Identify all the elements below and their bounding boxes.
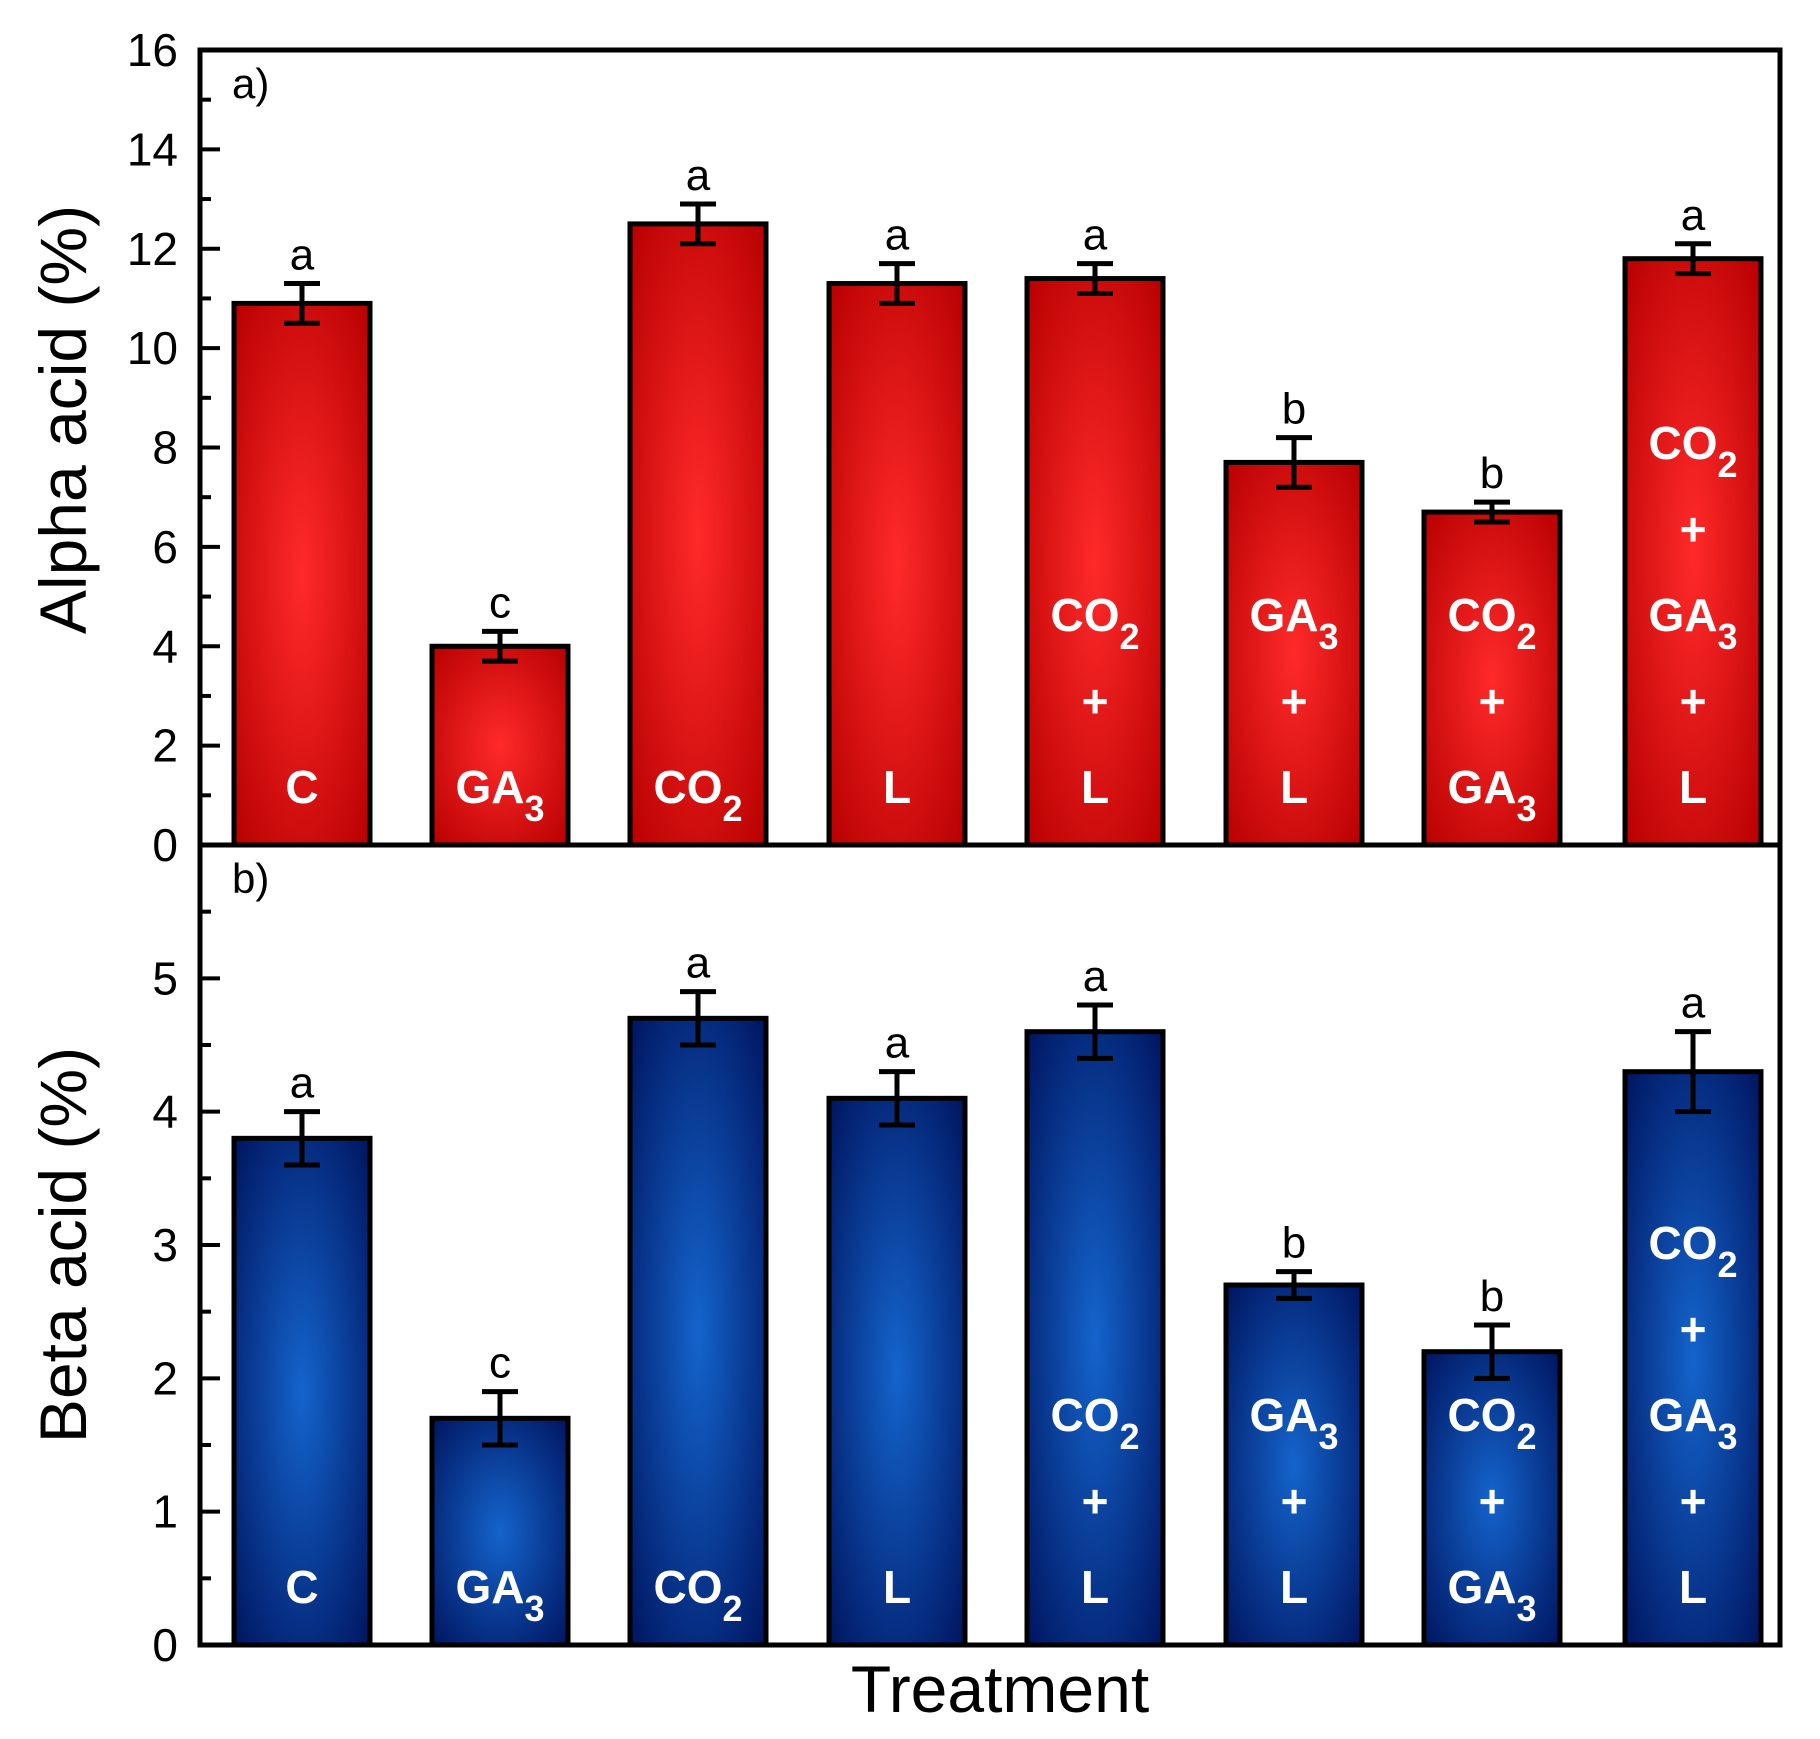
y-tick-label: 16 [127, 24, 178, 76]
significance-letter: a [1083, 952, 1108, 1001]
bar-treatment-label: + [1082, 675, 1109, 727]
bar-treatment-label: + [1281, 1475, 1308, 1527]
bar [1622, 256, 1764, 848]
bar-treatment-label: + [1479, 675, 1506, 727]
y-tick-label: 6 [152, 521, 178, 573]
subscript: 3 [1717, 1416, 1737, 1457]
bar [1421, 509, 1563, 848]
significance-letter: a [885, 211, 910, 260]
bar-treatment-label: L [1679, 1561, 1707, 1613]
subscript: 2 [722, 1588, 742, 1629]
y-tick-label: 0 [152, 819, 178, 871]
bar [429, 643, 571, 848]
y-tick-label: 10 [127, 322, 178, 374]
significance-letter: a [885, 1019, 910, 1068]
significance-letter: b [1480, 1272, 1504, 1321]
significance-letter: a [686, 939, 711, 988]
x-axis-title: Treatment [851, 1652, 1149, 1726]
bar-treatment-label: L [1280, 1561, 1308, 1613]
subscript: 3 [1318, 616, 1338, 657]
subscript: 2 [1516, 1416, 1536, 1457]
subscript: 3 [1318, 1416, 1338, 1457]
bar-treatment-label: + [1680, 1475, 1707, 1527]
subscript: 3 [524, 1588, 544, 1629]
subscript: 2 [1516, 616, 1536, 657]
bar [231, 1135, 373, 1648]
significance-letter: b [1282, 385, 1306, 434]
y-tick-label: 3 [152, 1219, 178, 1271]
subscript: 3 [1516, 788, 1536, 829]
bar [1223, 1282, 1365, 1648]
bar-treatment-label: + [1082, 1475, 1109, 1527]
panel-label: a) [232, 60, 269, 107]
significance-letter: c [489, 578, 511, 627]
bar-treatment-label: L [883, 761, 911, 813]
y-tick-label: 1 [152, 1486, 178, 1538]
subscript: 2 [1717, 444, 1737, 485]
significance-letter: a [1681, 191, 1706, 240]
significance-letter: a [290, 231, 315, 280]
significance-letter: c [489, 1339, 511, 1388]
bar-treatment-label: + [1680, 503, 1707, 555]
bar-treatment-label: + [1281, 675, 1308, 727]
bar-treatment-label: L [1280, 761, 1308, 813]
y-tick-label: 4 [152, 1086, 178, 1138]
bar [826, 1095, 968, 1648]
bar [1024, 1029, 1166, 1648]
subscript: 2 [722, 788, 742, 829]
y-axis-title: Alpha acid (%) [26, 205, 100, 634]
bar [231, 300, 373, 848]
bar-treatment-label: + [1479, 1475, 1506, 1527]
bar [627, 221, 769, 848]
y-tick-label: 4 [152, 620, 178, 672]
y-tick-label: 0 [152, 1619, 178, 1671]
bar-treatment-label: L [1081, 761, 1109, 813]
y-axis-title: Beta acid (%) [26, 1047, 100, 1443]
bar-treatment-label: C [285, 1561, 318, 1613]
y-tick-label: 2 [152, 720, 178, 772]
bar-treatment-label: L [883, 1561, 911, 1613]
subscript: 3 [524, 788, 544, 829]
bar-treatment-label: L [1081, 1561, 1109, 1613]
y-tick-label: 12 [127, 223, 178, 275]
subscript: 3 [1717, 616, 1737, 657]
significance-letter: b [1480, 449, 1504, 498]
bar-treatment-label: L [1679, 761, 1707, 813]
subscript: 2 [1717, 1244, 1737, 1285]
significance-letter: b [1282, 1219, 1306, 1268]
subscript: 2 [1119, 1416, 1139, 1457]
significance-letter: a [686, 151, 711, 200]
y-tick-label: 8 [152, 422, 178, 474]
significance-letter: a [290, 1059, 315, 1108]
subscript: 2 [1119, 616, 1139, 657]
bar-treatment-label: C [285, 761, 318, 813]
significance-letter: a [1083, 211, 1108, 260]
bar [429, 1415, 571, 1648]
subscript: 3 [1516, 1588, 1536, 1629]
panel-label: b) [232, 855, 269, 902]
bar [1622, 1069, 1764, 1648]
bar [627, 1015, 769, 1648]
significance-letter: a [1681, 979, 1706, 1028]
y-tick-label: 5 [152, 952, 178, 1004]
bar-treatment-label: + [1680, 675, 1707, 727]
y-tick-label: 14 [127, 123, 178, 175]
bar-treatment-label: + [1680, 1303, 1707, 1355]
y-tick-label: 2 [152, 1352, 178, 1404]
